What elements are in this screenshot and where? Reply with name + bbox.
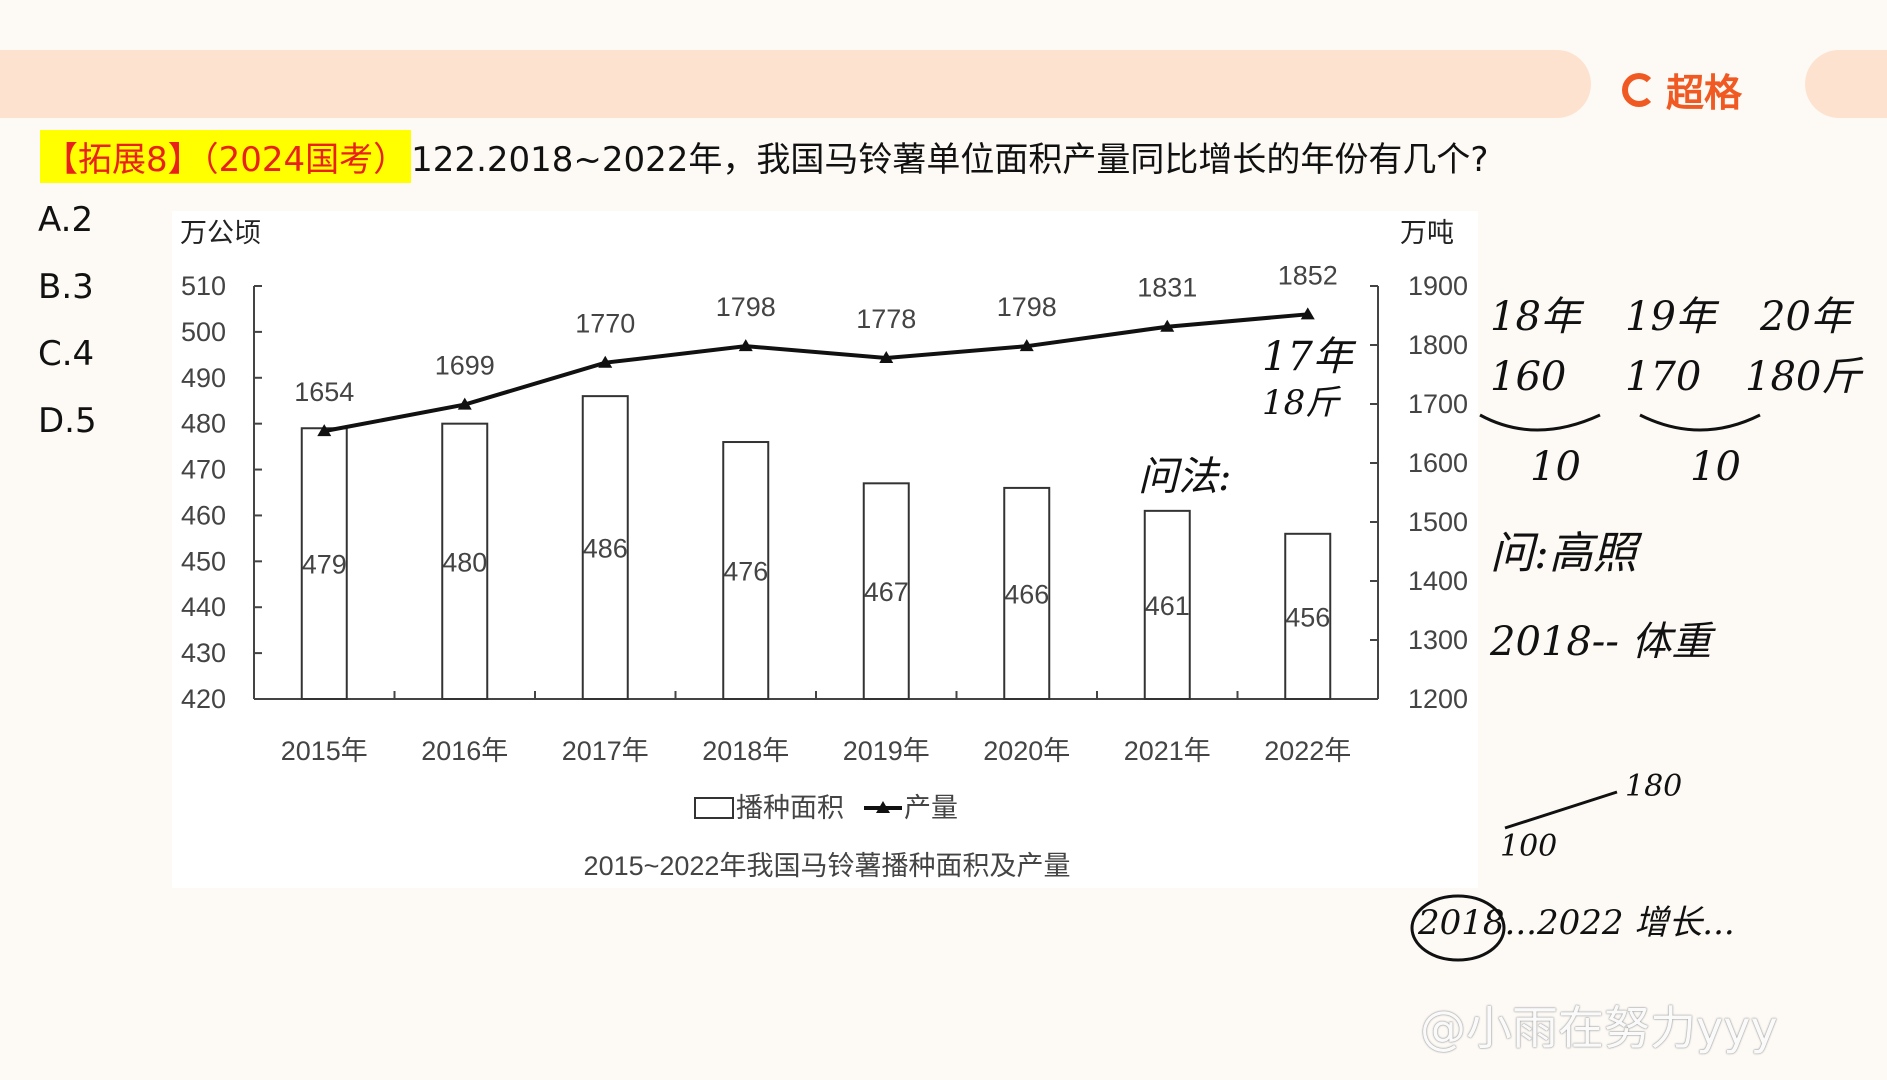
bar-2018年 (722, 441, 770, 700)
bar-value-label: 456 (1285, 602, 1330, 632)
annotation: 17年 (1262, 334, 1353, 380)
logo-icon (1622, 72, 1656, 107)
bar-value-label: 479 (302, 550, 347, 580)
left-axis-title: 万公顷 (180, 218, 261, 248)
line-marker (598, 355, 613, 368)
line-value-label: 1654 (294, 377, 354, 407)
left-tick-label: 450 (181, 546, 226, 576)
annotation: 10 (1530, 444, 1581, 490)
annotation: 18年 (1490, 294, 1581, 340)
line-value-label: 1778 (856, 304, 916, 334)
annotation: 100 (1500, 829, 1558, 864)
bar-2020年 (1003, 486, 1051, 700)
line-marker (1300, 307, 1315, 320)
bar-value-label: 461 (1145, 591, 1190, 621)
bar-value-label: 480 (442, 547, 487, 577)
left-tick-label: 430 (181, 638, 226, 668)
annotation: 160 (1490, 354, 1567, 400)
right-tick-label: 1700 (1408, 389, 1468, 419)
line-marker (317, 424, 332, 437)
line-value-label: 1831 (1137, 273, 1197, 303)
line-marker (1019, 339, 1034, 352)
bar-2015年 (300, 427, 348, 700)
annotation: 20年 (1760, 294, 1851, 340)
bar-2016年 (441, 422, 489, 700)
bar-2022年 (1284, 532, 1332, 700)
bar-value-label: 476 (723, 557, 768, 587)
line-value-label: 1699 (435, 351, 495, 381)
annotation: 问法: (1138, 454, 1232, 500)
option-c[interactable]: C.4 (38, 334, 95, 374)
legend-bar-swatch (694, 797, 734, 819)
production-line (323, 312, 1308, 434)
question: 【拓展8】（2024国考） 122.2018~2022年，我国马铃薯单位面积产量… (40, 130, 1488, 183)
annotation: 180斤 (1745, 354, 1862, 400)
status-pill (1805, 50, 1887, 118)
annotation: 2018-- 体重 (1490, 619, 1712, 665)
chart-panel (172, 211, 1478, 888)
left-tick-label: 470 (181, 455, 226, 485)
annotation: 问:高照 (1490, 528, 1637, 579)
line-marker (879, 350, 894, 363)
option-d[interactable]: D.5 (38, 401, 97, 441)
annotation: 180 (1625, 769, 1683, 804)
bar-value-label: 486 (583, 534, 628, 564)
line-marker (457, 397, 472, 410)
right-axis-title: 万吨 (1400, 218, 1454, 248)
line-value-label: 1770 (575, 309, 635, 339)
x-tick-label: 2017年 (562, 736, 649, 766)
x-tick-label: 2015年 (281, 736, 368, 766)
line-marker (1160, 319, 1175, 332)
annotation: 2018...2022 增长... (1418, 903, 1735, 943)
bar-2021年 (1143, 509, 1191, 700)
question-text: 122.2018~2022年，我国马铃薯单位面积产量同比增长的年份有几个? (411, 140, 1489, 180)
line-value-label: 1798 (716, 292, 776, 322)
x-tick-label: 2021年 (1124, 736, 1211, 766)
x-tick-label: 2022年 (1264, 736, 1351, 766)
right-tick-label: 1200 (1408, 684, 1468, 714)
brand-logo: 超格 (1622, 62, 1742, 117)
legend-bar-label: 播种面积 (736, 793, 844, 823)
annotation: 19年 (1625, 294, 1716, 340)
annotation: 170 (1625, 354, 1702, 400)
x-tick-label: 2020年 (983, 736, 1070, 766)
left-tick-label: 480 (181, 409, 226, 439)
bar-2017年 (581, 395, 629, 700)
option-a[interactable]: A.2 (38, 200, 94, 240)
left-tick-label: 500 (181, 317, 226, 347)
question-tag: 【拓展8】（2024国考） (40, 130, 412, 183)
left-tick-label: 440 (181, 592, 226, 622)
x-tick-label: 2016年 (421, 736, 508, 766)
annotation: 18斤 (1262, 383, 1340, 423)
left-tick-label: 490 (181, 363, 226, 393)
option-b[interactable]: B.3 (38, 267, 94, 307)
chart-title: 2015~2022年我国马铃薯播种面积及产量 (584, 851, 1071, 881)
line-value-label: 1798 (997, 292, 1057, 322)
left-tick-label: 510 (181, 271, 226, 301)
watermark: @小雨在努力yyy (1420, 1001, 1778, 1055)
right-tick-label: 1800 (1408, 330, 1468, 360)
legend-line-marker (876, 801, 890, 813)
bar-2019年 (862, 482, 910, 701)
bar-value-label: 466 (1004, 579, 1049, 609)
answer-options: A.2 B.3 C.4 D.5 (38, 200, 97, 468)
right-tick-label: 1500 (1408, 507, 1468, 537)
bar-value-label: 467 (864, 577, 909, 607)
left-tick-label: 460 (181, 500, 226, 530)
right-tick-label: 1400 (1408, 566, 1468, 596)
x-tick-label: 2018年 (702, 736, 789, 766)
top-banner (0, 50, 1591, 118)
right-tick-label: 1600 (1408, 448, 1468, 478)
line-marker (738, 339, 753, 352)
right-tick-label: 1300 (1408, 625, 1468, 655)
x-tick-label: 2019年 (843, 736, 930, 766)
logo-text: 超格 (1666, 71, 1743, 115)
line-value-label: 1852 (1278, 260, 1338, 290)
left-tick-label: 420 (181, 684, 226, 714)
right-tick-label: 1900 (1408, 271, 1468, 301)
legend-line-label: 产量 (904, 793, 958, 823)
annotation: 10 (1690, 444, 1741, 490)
